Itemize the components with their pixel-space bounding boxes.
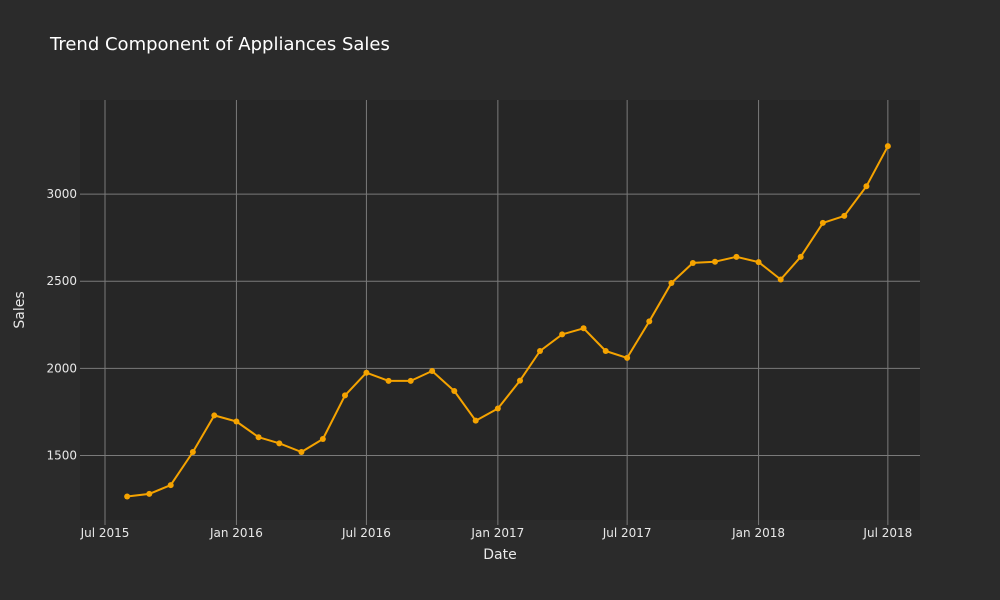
data-point <box>276 440 283 447</box>
data-point <box>819 219 826 226</box>
series-layer <box>124 143 891 500</box>
y-tick-label: 1500 <box>46 449 77 463</box>
data-point <box>712 258 718 265</box>
x-tick-label: Jul 2018 <box>862 526 912 540</box>
data-point <box>255 434 262 441</box>
data-point <box>755 259 762 266</box>
x-tick-label: Jan 2018 <box>731 526 785 540</box>
y-axis-title: Sales <box>12 291 28 328</box>
data-point <box>537 347 543 354</box>
data-point <box>451 388 458 395</box>
data-point <box>385 377 392 384</box>
data-point <box>580 325 587 332</box>
data-point <box>602 347 609 354</box>
data-point <box>472 417 479 424</box>
y-tick-label: 3000 <box>46 187 77 201</box>
data-point <box>668 279 675 286</box>
data-point <box>167 482 174 489</box>
data-point <box>646 318 653 325</box>
x-tick-label: Jul 2015 <box>80 526 130 540</box>
data-point <box>233 418 240 425</box>
y-tick-label: 2000 <box>46 361 77 375</box>
x-tick-label: Jan 2017 <box>470 526 524 540</box>
data-point <box>841 212 848 219</box>
data-point <box>429 367 436 374</box>
data-point <box>689 259 696 266</box>
tick-labels: Jul 2015 Jan 2016 Jul 2016 Jan 2017 Jul 2017… <box>46 187 912 540</box>
data-point <box>189 449 196 456</box>
data-point <box>797 253 804 260</box>
data-point <box>298 449 305 456</box>
data-point <box>342 392 348 399</box>
data-point <box>777 276 784 283</box>
series-line <box>126 145 889 498</box>
data-point <box>211 412 218 419</box>
data-point <box>363 369 370 376</box>
x-tick-label: Jul 2016 <box>341 526 391 540</box>
x-tick-label: Jan 2016 <box>209 526 263 540</box>
data-point <box>407 377 414 384</box>
data-point <box>624 354 631 361</box>
x-tick-label: Jul 2017 <box>602 526 652 540</box>
plot-area <box>80 100 920 520</box>
grid-lines <box>80 100 920 525</box>
x-axis-title: Date <box>483 547 516 563</box>
chart-title: Trend Component of Appliances Sales <box>49 34 390 55</box>
data-point <box>517 377 523 384</box>
data-point <box>146 490 153 497</box>
data-point <box>863 183 870 190</box>
data-point <box>124 493 131 500</box>
y-tick-label: 2500 <box>46 274 77 288</box>
data-point <box>494 405 501 412</box>
data-point <box>733 253 740 260</box>
data-point <box>559 331 566 338</box>
data-point <box>884 143 891 150</box>
data-point <box>319 435 326 442</box>
